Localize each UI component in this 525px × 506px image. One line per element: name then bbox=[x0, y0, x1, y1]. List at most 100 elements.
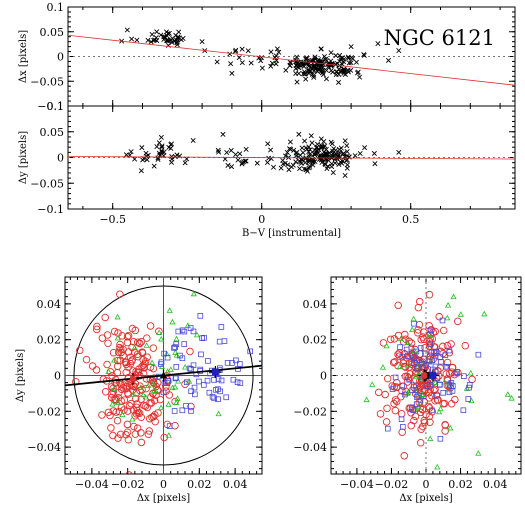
data-point bbox=[104, 339, 112, 347]
data-point bbox=[236, 55, 242, 61]
data-point bbox=[196, 378, 202, 385]
data-point bbox=[171, 408, 178, 414]
data-point bbox=[315, 150, 321, 156]
cluster-name-annotation: NGC 6121 bbox=[384, 26, 495, 50]
data-point bbox=[151, 163, 157, 169]
data-point bbox=[129, 36, 135, 42]
data-point bbox=[168, 145, 174, 151]
data-point bbox=[379, 364, 387, 370]
data-point bbox=[112, 408, 120, 416]
data-point bbox=[165, 432, 172, 438]
data-point bbox=[179, 327, 186, 334]
data-point bbox=[315, 57, 321, 63]
data-point bbox=[402, 391, 408, 398]
data-point bbox=[93, 325, 101, 334]
data-point bbox=[436, 381, 443, 388]
data-point bbox=[144, 157, 150, 163]
data-point bbox=[397, 344, 403, 350]
data-point bbox=[361, 52, 367, 58]
data-point bbox=[216, 338, 223, 345]
data-point bbox=[381, 390, 389, 399]
data-point bbox=[127, 399, 135, 408]
data-point bbox=[136, 371, 144, 380]
y-tick-label: 0 bbox=[57, 51, 64, 64]
y-tick-label: 0 bbox=[57, 152, 64, 165]
data-point bbox=[265, 141, 271, 147]
data-point bbox=[441, 420, 449, 429]
data-point bbox=[158, 32, 164, 38]
data-point bbox=[274, 46, 280, 52]
y-tick-label: −0.02 bbox=[293, 405, 327, 418]
data-point bbox=[404, 339, 411, 345]
data-point bbox=[416, 357, 423, 363]
data-point bbox=[161, 149, 167, 155]
data-point bbox=[181, 341, 188, 347]
data-point bbox=[346, 60, 352, 66]
plot-area bbox=[65, 277, 262, 474]
data-point bbox=[150, 380, 157, 387]
data-point bbox=[397, 335, 404, 342]
y-axis-label: Δy [pixels] bbox=[18, 131, 29, 184]
data-point bbox=[372, 161, 378, 167]
data-point bbox=[416, 369, 423, 375]
mean-marker bbox=[212, 368, 219, 376]
data-point bbox=[311, 63, 317, 69]
data-point bbox=[369, 381, 376, 387]
data-point bbox=[169, 39, 175, 45]
data-point bbox=[417, 425, 425, 433]
data-point bbox=[303, 76, 309, 82]
data-point bbox=[330, 69, 336, 75]
data-point bbox=[110, 327, 119, 336]
panel-top-dx-vs-color: −0.1 −0.05 0 0.05 0.1 Δx [pixels] NGC 6121 bbox=[18, 1, 516, 113]
data-point bbox=[448, 380, 455, 386]
y-tick-label: 0.02 bbox=[303, 334, 328, 347]
data-point bbox=[446, 389, 453, 395]
data-point bbox=[209, 393, 216, 400]
data-point bbox=[172, 349, 179, 355]
data-point bbox=[149, 344, 158, 352]
data-point bbox=[239, 60, 245, 66]
data-point bbox=[414, 365, 420, 372]
data-point bbox=[264, 159, 270, 165]
data-point bbox=[235, 157, 241, 163]
data-point bbox=[131, 344, 138, 350]
data-point bbox=[338, 55, 344, 61]
data-point bbox=[338, 145, 344, 151]
data-point bbox=[224, 149, 230, 155]
y-tick-label: 0.04 bbox=[303, 298, 328, 311]
data-point bbox=[113, 362, 122, 371]
data-point bbox=[233, 152, 239, 158]
data-point bbox=[450, 293, 457, 300]
data-point bbox=[291, 147, 297, 153]
data-point bbox=[320, 72, 326, 78]
data-point bbox=[398, 387, 406, 395]
data-point bbox=[137, 413, 145, 421]
data-point bbox=[136, 339, 144, 348]
data-point bbox=[173, 374, 179, 381]
data-point bbox=[444, 314, 451, 321]
data-point bbox=[124, 435, 133, 444]
data-point bbox=[461, 373, 467, 379]
data-point bbox=[134, 368, 143, 377]
x-tick-label: 0 bbox=[423, 478, 430, 491]
data-point bbox=[333, 61, 339, 67]
data-point bbox=[392, 374, 399, 381]
y-tick-label: −0.02 bbox=[27, 405, 61, 418]
fit-line bbox=[68, 156, 515, 160]
data-point bbox=[430, 386, 438, 395]
data-point bbox=[300, 150, 306, 156]
data-point bbox=[427, 435, 434, 441]
data-point bbox=[248, 60, 254, 66]
data-point bbox=[424, 388, 433, 397]
data-point bbox=[109, 400, 116, 407]
data-point bbox=[140, 391, 147, 398]
y-tick-label: −0.1 bbox=[37, 100, 64, 113]
data-point bbox=[218, 377, 225, 384]
data-point bbox=[268, 49, 274, 55]
data-point bbox=[109, 384, 117, 393]
mean-marker bbox=[420, 372, 428, 379]
data-point bbox=[229, 360, 235, 366]
data-point bbox=[465, 396, 472, 402]
data-point bbox=[338, 57, 344, 63]
x-tick-label: 0 bbox=[160, 478, 167, 491]
